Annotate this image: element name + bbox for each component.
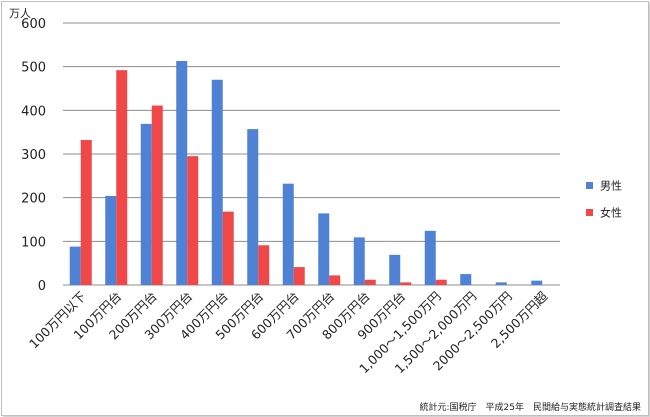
legend-swatch <box>586 209 593 216</box>
bar-female <box>293 267 305 285</box>
y-tick-label: 0 <box>38 279 46 294</box>
bar-female <box>116 70 128 285</box>
data-source-note: 統計元:国税庁 平成25年 民間給与実態統計調査結果 <box>420 401 642 413</box>
bar-male <box>282 183 294 285</box>
legend-swatch <box>586 182 593 189</box>
bar-male <box>247 129 259 285</box>
y-tick-label: 200 <box>21 192 46 207</box>
bar-male <box>424 230 436 285</box>
bar-female <box>329 275 341 285</box>
y-tick-label: 600 <box>21 17 46 32</box>
bar-female <box>435 279 447 285</box>
y-axis-ticks: 0 100 200 300 400 500 600 <box>21 17 46 294</box>
bar-male <box>176 60 188 285</box>
bar-female <box>222 211 234 285</box>
bar-male <box>353 237 365 285</box>
bar-female <box>364 279 376 285</box>
legend-label: 男性 <box>600 179 622 193</box>
x-axis-category-labels: 100万円以下100万円台200万円台300万円台400万円台500万円台600… <box>26 288 551 376</box>
y-tick-label: 100 <box>21 235 46 250</box>
bar-male <box>140 123 152 286</box>
bar-male <box>460 274 472 285</box>
grid-lines <box>63 22 560 286</box>
bar-male <box>318 213 330 285</box>
bar-male <box>211 79 223 286</box>
y-tick-label: 300 <box>21 148 46 163</box>
bar-male <box>389 254 401 285</box>
bar-female <box>80 140 92 285</box>
bar-female <box>187 156 199 285</box>
y-axis-unit-label: 万人 <box>9 7 31 20</box>
bars <box>69 60 543 286</box>
bar-male <box>495 282 507 285</box>
legend-label: 女性 <box>600 206 622 220</box>
bar-female <box>400 282 412 285</box>
bar-male <box>531 280 543 285</box>
bar-female <box>151 105 163 285</box>
bar-male <box>105 195 117 285</box>
y-tick-label: 500 <box>21 61 46 76</box>
bar-male <box>69 246 81 285</box>
bar-female <box>258 245 270 285</box>
y-tick-label: 400 <box>21 104 46 119</box>
